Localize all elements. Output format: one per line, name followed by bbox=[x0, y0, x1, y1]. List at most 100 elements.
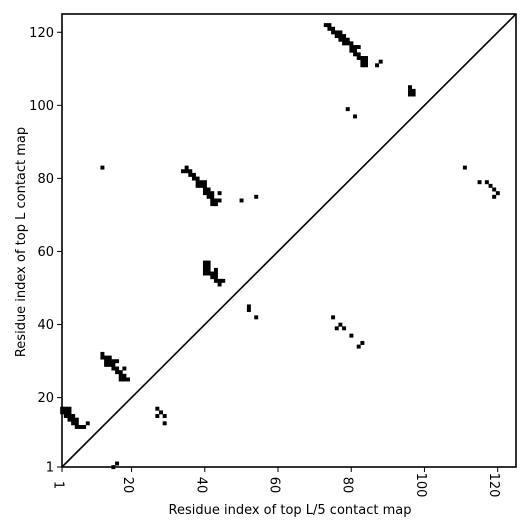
contact-point-top-l bbox=[462, 165, 467, 170]
contact-marks bbox=[60, 23, 500, 470]
contact-point-top-l bbox=[104, 359, 109, 364]
contact-point-top-l bbox=[217, 198, 222, 203]
contact-point-top-l bbox=[104, 362, 109, 367]
contact-point-top-l bbox=[206, 194, 211, 199]
contact-point-top-l bbox=[254, 315, 259, 320]
contact-point-top-l5 bbox=[78, 424, 83, 429]
contact-point-top-l bbox=[210, 198, 215, 203]
contact-point-top-l bbox=[191, 172, 196, 177]
x-tick-label: 100 bbox=[413, 473, 428, 498]
y-tick-label: 60 bbox=[37, 245, 54, 260]
contact-point-top-l bbox=[213, 275, 218, 280]
contact-point-top-l bbox=[202, 180, 207, 185]
contact-point-top-l bbox=[327, 26, 332, 31]
contact-point-top-l bbox=[349, 41, 354, 46]
contact-point-top-l bbox=[345, 107, 350, 112]
contact-point-top-l bbox=[118, 377, 123, 382]
contact-point-top-l bbox=[206, 271, 211, 276]
contact-point-top-l5 bbox=[67, 414, 72, 418]
contact-point-top-l bbox=[107, 355, 112, 360]
contact-point-top-l bbox=[356, 52, 361, 57]
contact-point-top-l bbox=[356, 56, 361, 60]
contact-point-top-l bbox=[184, 169, 189, 174]
contact-point-top-l5 bbox=[115, 461, 120, 466]
contact-point-top-l bbox=[254, 194, 259, 199]
contact-point-top-l bbox=[342, 41, 347, 46]
contact-point-top-l bbox=[353, 48, 358, 53]
contact-point-top-l5 bbox=[67, 417, 72, 422]
contact-point-top-l bbox=[122, 377, 127, 382]
contact-point-top-l5 bbox=[71, 421, 76, 426]
contact-point-top-l bbox=[126, 377, 131, 382]
contact-point-top-l bbox=[184, 165, 189, 170]
contact-point-top-l bbox=[356, 45, 361, 49]
x-axis-label: Residue index of top L/5 contact map bbox=[169, 503, 412, 518]
contact-point-top-l bbox=[364, 56, 369, 60]
contact-point-top-l bbox=[107, 362, 112, 367]
contact-point-top-l bbox=[492, 187, 497, 192]
contact-point-top-l bbox=[180, 169, 185, 174]
contact-point-top-l bbox=[327, 23, 332, 28]
contact-point-top-l bbox=[338, 34, 343, 39]
contact-point-top-l bbox=[206, 187, 211, 192]
x-tick-label: 120 bbox=[486, 473, 501, 498]
x-tick-label: 60 bbox=[267, 477, 282, 494]
contact-point-top-l bbox=[122, 373, 127, 378]
contact-point-top-l bbox=[334, 34, 339, 39]
x-tick-label: 40 bbox=[193, 477, 208, 494]
contact-point-top-l bbox=[206, 267, 211, 272]
y-tick-label: 40 bbox=[37, 318, 54, 333]
contact-point-top-l bbox=[210, 194, 215, 199]
contact-point-top-l bbox=[213, 278, 218, 283]
contact-point-top-l bbox=[484, 180, 489, 185]
contact-point-top-l5 bbox=[74, 424, 79, 429]
contact-point-top-l bbox=[360, 59, 365, 64]
contact-point-top-l bbox=[118, 373, 123, 378]
contact-point-top-l bbox=[353, 45, 358, 49]
contact-point-top-l5 bbox=[71, 417, 76, 422]
contact-point-top-l bbox=[213, 271, 218, 276]
contact-point-top-l bbox=[331, 30, 336, 35]
y-tick-label: 120 bbox=[29, 26, 54, 41]
contact-point-top-l bbox=[213, 267, 218, 272]
contact-point-top-l bbox=[199, 180, 204, 185]
contact-point-top-l bbox=[360, 56, 365, 60]
contact-point-top-l5 bbox=[67, 410, 72, 415]
contact-point-top-l bbox=[202, 183, 207, 188]
contact-point-top-l bbox=[349, 45, 354, 49]
contact-point-top-l bbox=[100, 165, 105, 170]
contact-point-top-l bbox=[115, 366, 120, 371]
contact-point-top-l bbox=[353, 52, 358, 57]
contact-point-top-l bbox=[331, 26, 336, 31]
contact-point-top-l bbox=[188, 172, 193, 177]
contact-point-top-l5 bbox=[85, 421, 90, 426]
diagonal-line bbox=[61, 13, 517, 468]
contact-point-top-l bbox=[111, 359, 116, 364]
contact-point-top-l bbox=[217, 278, 222, 283]
contact-point-top-l bbox=[202, 260, 207, 265]
contact-point-top-l bbox=[206, 191, 211, 196]
contact-point-top-l bbox=[210, 275, 215, 280]
contact-point-top-l bbox=[202, 191, 207, 196]
contact-point-top-l bbox=[213, 198, 218, 203]
contact-point-top-l bbox=[202, 267, 207, 272]
contact-point-top-l bbox=[353, 114, 358, 119]
contact-point-top-l bbox=[411, 92, 416, 97]
contact-point-top-l bbox=[195, 176, 200, 181]
contact-point-top-l5 bbox=[63, 406, 68, 411]
contact-point-top-l bbox=[202, 271, 207, 276]
x-tick-label: 20 bbox=[120, 477, 135, 494]
contact-point-top-l bbox=[206, 264, 211, 269]
contact-point-top-l bbox=[239, 198, 244, 203]
contact-point-top-l5 bbox=[342, 326, 347, 331]
contact-point-top-l bbox=[338, 37, 343, 42]
x-tick-label: 80 bbox=[340, 477, 355, 494]
contact-point-top-l bbox=[375, 63, 379, 68]
contact-point-top-l bbox=[210, 271, 215, 276]
y-tick-label: 80 bbox=[37, 172, 54, 187]
contact-point-top-l bbox=[345, 41, 350, 46]
contact-point-top-l bbox=[411, 88, 416, 93]
x-axis-ticks: 1 20 40 60 80 100 120 bbox=[51, 467, 501, 498]
